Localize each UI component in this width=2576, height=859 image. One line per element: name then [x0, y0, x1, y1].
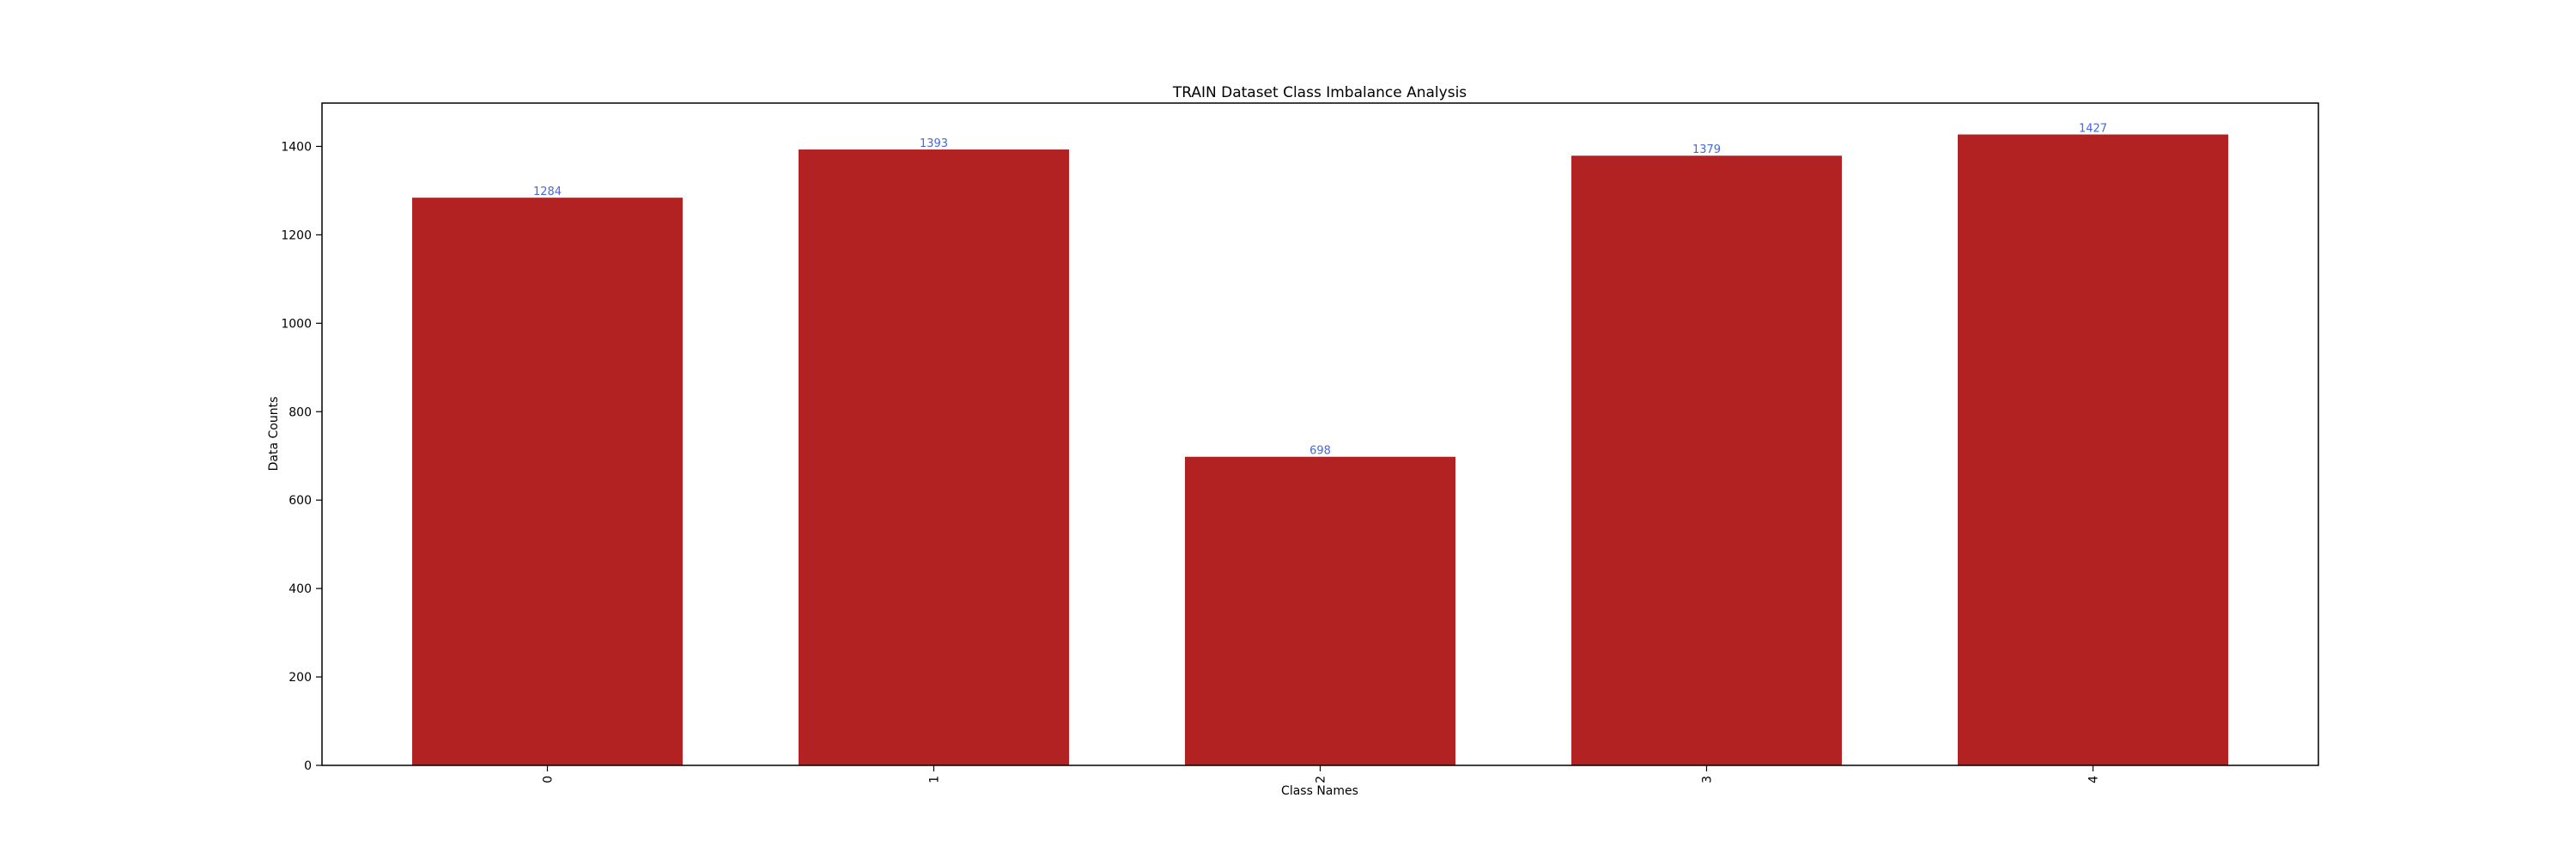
y-axis-label: Data Counts [267, 397, 281, 472]
data-label: 1284 [533, 186, 562, 198]
y-tick-label: 800 [289, 405, 312, 419]
data-labels: 1284 1393 698 1379 1427 [533, 123, 2107, 458]
y-tick-label: 1200 [281, 228, 312, 242]
x-tick-label: 2 [1315, 776, 1328, 783]
bar-class-3 [1571, 155, 1842, 765]
x-tick-label: 4 [2087, 776, 2101, 783]
data-label: 1393 [920, 137, 948, 150]
data-label: 1427 [2079, 123, 2107, 136]
bar-class-0 [412, 198, 683, 766]
plot-frame [321, 102, 2319, 766]
x-axis-label: Class Names [1281, 784, 1358, 798]
x-tick-label: 1 [928, 776, 942, 783]
bar-class-1 [799, 149, 1069, 765]
y-tick-label: 1400 [281, 140, 312, 154]
data-label: 698 [1309, 445, 1331, 458]
y-axis-ticks: 0 200 400 600 800 1000 1200 1400 [281, 140, 322, 773]
bars [412, 134, 2228, 766]
data-label: 1379 [1692, 143, 1721, 156]
x-axis-ticks: 0 1 2 3 4 [542, 765, 2101, 783]
bar-class-4 [1958, 134, 2228, 765]
y-tick-label: 200 [289, 671, 312, 685]
y-tick-label: 0 [304, 759, 312, 773]
x-tick-label: 0 [542, 776, 556, 783]
y-tick-label: 1000 [281, 317, 312, 331]
y-tick-label: 400 [289, 582, 312, 596]
y-tick-label: 600 [289, 494, 312, 508]
bar-class-2 [1185, 456, 1455, 765]
x-tick-label: 3 [1701, 776, 1715, 783]
chart-title: TRAIN Dataset Class Imbalance Analysis [1172, 84, 1467, 101]
